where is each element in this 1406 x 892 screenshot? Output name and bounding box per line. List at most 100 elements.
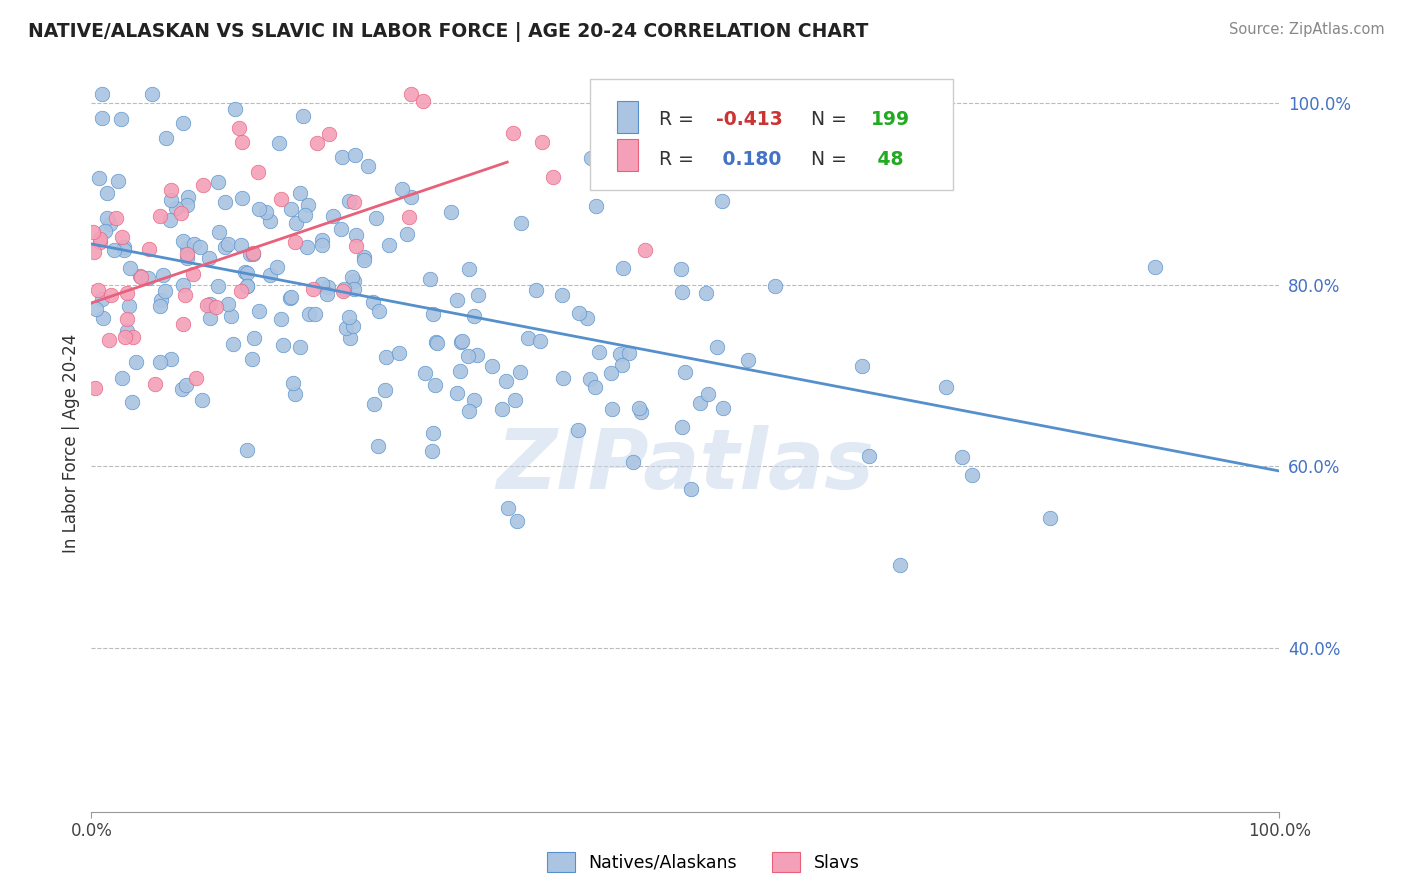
Point [107,174,129,188]
Point [224,102,246,116]
Point [446,293,468,308]
Point [463,310,485,324]
Point [457,404,479,418]
Point [288,186,311,200]
Point [567,423,589,437]
Point [737,353,759,368]
Point [575,311,598,326]
Point [374,384,396,398]
Point [160,183,183,197]
Point [342,318,364,333]
Text: R =: R = [659,150,700,169]
Point [176,378,198,392]
Point [765,279,787,293]
Point [339,331,361,345]
Point [82,225,104,239]
Point [311,238,333,252]
Point [89,235,111,250]
Point [176,247,198,261]
Point [353,250,375,264]
Point [422,426,444,441]
Point [399,87,422,101]
Point [284,387,307,401]
Point [149,355,172,369]
Point [398,210,420,224]
Point [115,324,138,338]
Text: 0.180: 0.180 [716,150,782,169]
Point [516,331,538,345]
Point [174,288,197,302]
Point [305,136,328,151]
Point [266,260,288,275]
Point [423,378,446,392]
Point [103,243,125,257]
Point [160,352,183,367]
Point [117,286,139,301]
Point [191,392,214,407]
Point [711,401,734,416]
Point [280,289,302,303]
Point [84,302,107,317]
Point [242,246,264,260]
Point [172,277,194,292]
Point [136,271,159,285]
Text: NATIVE/ALASKAN VS SLAVIC IN LABOR FORCE | AGE 20-24 CORRELATION CHART: NATIVE/ALASKAN VS SLAVIC IN LABOR FORCE … [28,22,869,42]
Point [332,284,354,298]
Point [568,305,591,319]
Point [505,393,527,408]
Point [181,268,204,282]
Point [236,266,259,280]
Point [191,178,214,192]
Point [141,87,163,101]
Point [446,386,468,401]
Text: -0.413: -0.413 [716,111,783,129]
Point [87,283,110,297]
Point [530,135,553,149]
Point [553,371,575,385]
Point [298,307,321,321]
Point [172,317,194,331]
Point [496,500,519,515]
Point [599,366,621,380]
Point [364,211,387,226]
Point [96,211,118,225]
Point [337,310,360,325]
Point [337,194,360,208]
Point [236,278,259,293]
Point [541,169,564,184]
Point [510,216,533,230]
Point [129,268,152,283]
Point [91,112,114,126]
Point [117,299,139,313]
Point [155,131,177,145]
Point [695,286,717,301]
Point [217,297,239,311]
Point [294,209,316,223]
Point [270,312,292,326]
Point [122,330,145,344]
Point [87,170,110,185]
Point [353,252,375,267]
Point [449,364,471,378]
Point [361,295,384,310]
Point [388,346,411,360]
Point [280,291,302,305]
Point [267,136,290,150]
Point [183,236,205,251]
Point [634,243,657,257]
Point [214,239,236,253]
Point [935,380,957,394]
Point [413,366,436,380]
Point [612,358,634,372]
FancyBboxPatch shape [591,79,953,190]
Point [291,109,314,123]
Point [221,337,243,351]
Point [176,198,198,212]
Point [242,331,264,345]
Point [316,280,339,294]
Point [621,455,644,469]
Point [465,348,488,362]
Point [609,347,631,361]
Point [343,282,366,296]
Point [207,175,229,189]
